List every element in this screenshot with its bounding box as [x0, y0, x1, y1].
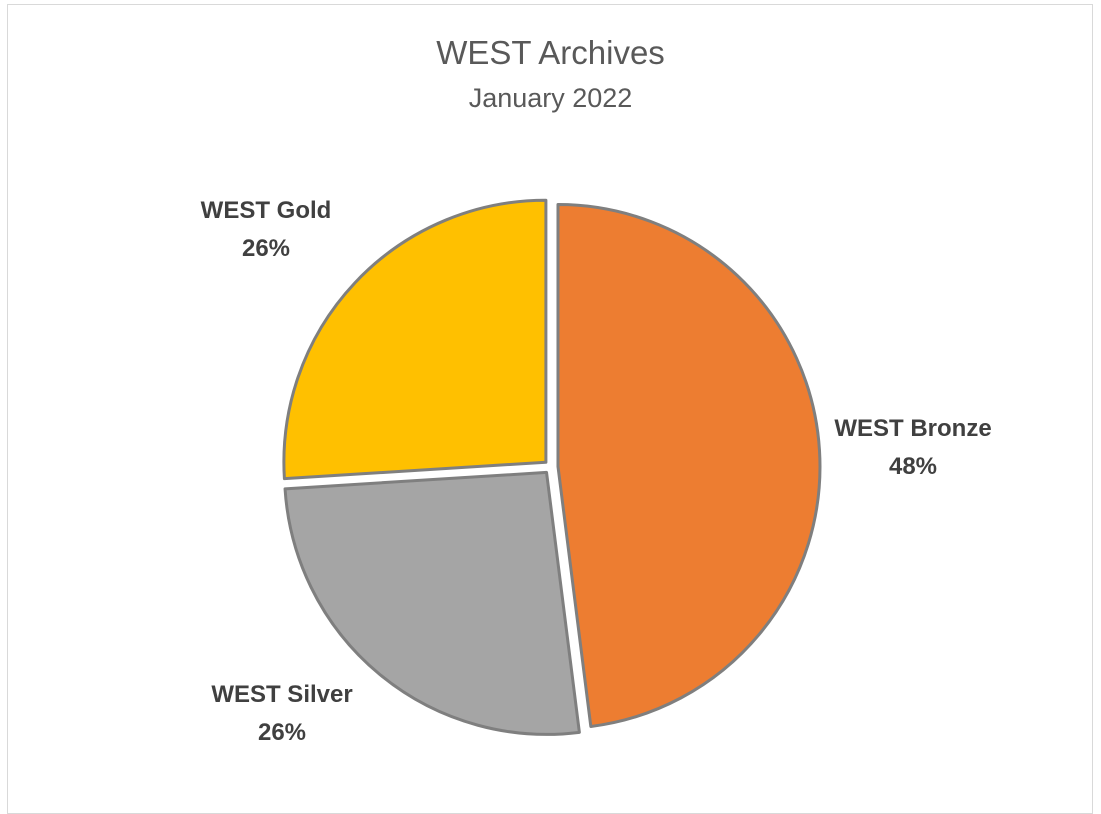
slice-value-west-gold: 26%: [242, 235, 290, 262]
slice-value-west-bronze: 48%: [889, 453, 937, 480]
slice-value-west-silver: 26%: [258, 719, 306, 746]
chart-subtitle: January 2022: [468, 83, 633, 113]
pie-labels: WEST Bronze 48% WEST Silver 26% WEST Gold 26%: [201, 197, 992, 746]
slice-label-west-gold: WEST Gold: [201, 197, 332, 224]
pie-slice-west-gold: [282, 198, 548, 481]
pie-slice-west-silver: [283, 470, 581, 736]
chart-title: WEST Archives: [436, 34, 665, 71]
pie-slices: [282, 198, 822, 736]
pie-slice-west-bronze: [556, 203, 822, 728]
slice-label-west-bronze: WEST Bronze: [834, 415, 991, 442]
slice-label-west-silver: WEST Silver: [211, 681, 352, 708]
